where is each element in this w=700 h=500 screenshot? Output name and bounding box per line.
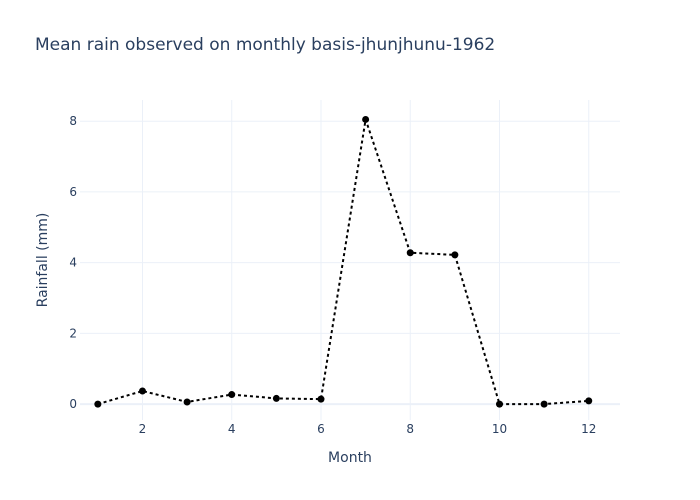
gridlines	[80, 100, 620, 420]
data-point	[94, 400, 102, 408]
data-point	[138, 387, 146, 395]
series-line	[97, 119, 589, 406]
x-tick-label: 4	[228, 422, 236, 436]
data-point	[496, 400, 504, 408]
x-tick-label: 8	[406, 422, 414, 436]
data-point	[228, 391, 236, 399]
chart-title: Mean rain observed on monthly basis-jhun…	[35, 35, 495, 55]
y-tick-label: 6	[69, 185, 77, 199]
y-tick-label: 2	[69, 326, 77, 340]
x-tick-label: 6	[317, 422, 325, 436]
y-axis-title: Rainfall (mm)	[35, 213, 51, 308]
x-axis-title: Month	[328, 450, 372, 466]
y-tick-label: 0	[69, 397, 77, 411]
data-point	[451, 251, 459, 259]
y-tick-label: 8	[69, 114, 77, 128]
data-point	[406, 249, 414, 257]
data-point	[183, 398, 191, 406]
x-tick-label: 12	[581, 422, 596, 436]
series-group	[94, 115, 593, 408]
x-tick-label: 2	[139, 422, 147, 436]
x-tick-label: 10	[492, 422, 507, 436]
data-point	[540, 400, 548, 408]
tick-labels: 2 4 6 8 10 12 0 2 4 6 8	[69, 114, 596, 436]
data-point	[362, 115, 370, 123]
data-point	[585, 397, 593, 405]
y-tick-label: 4	[69, 256, 77, 270]
data-point	[317, 395, 325, 403]
data-point	[272, 394, 280, 402]
